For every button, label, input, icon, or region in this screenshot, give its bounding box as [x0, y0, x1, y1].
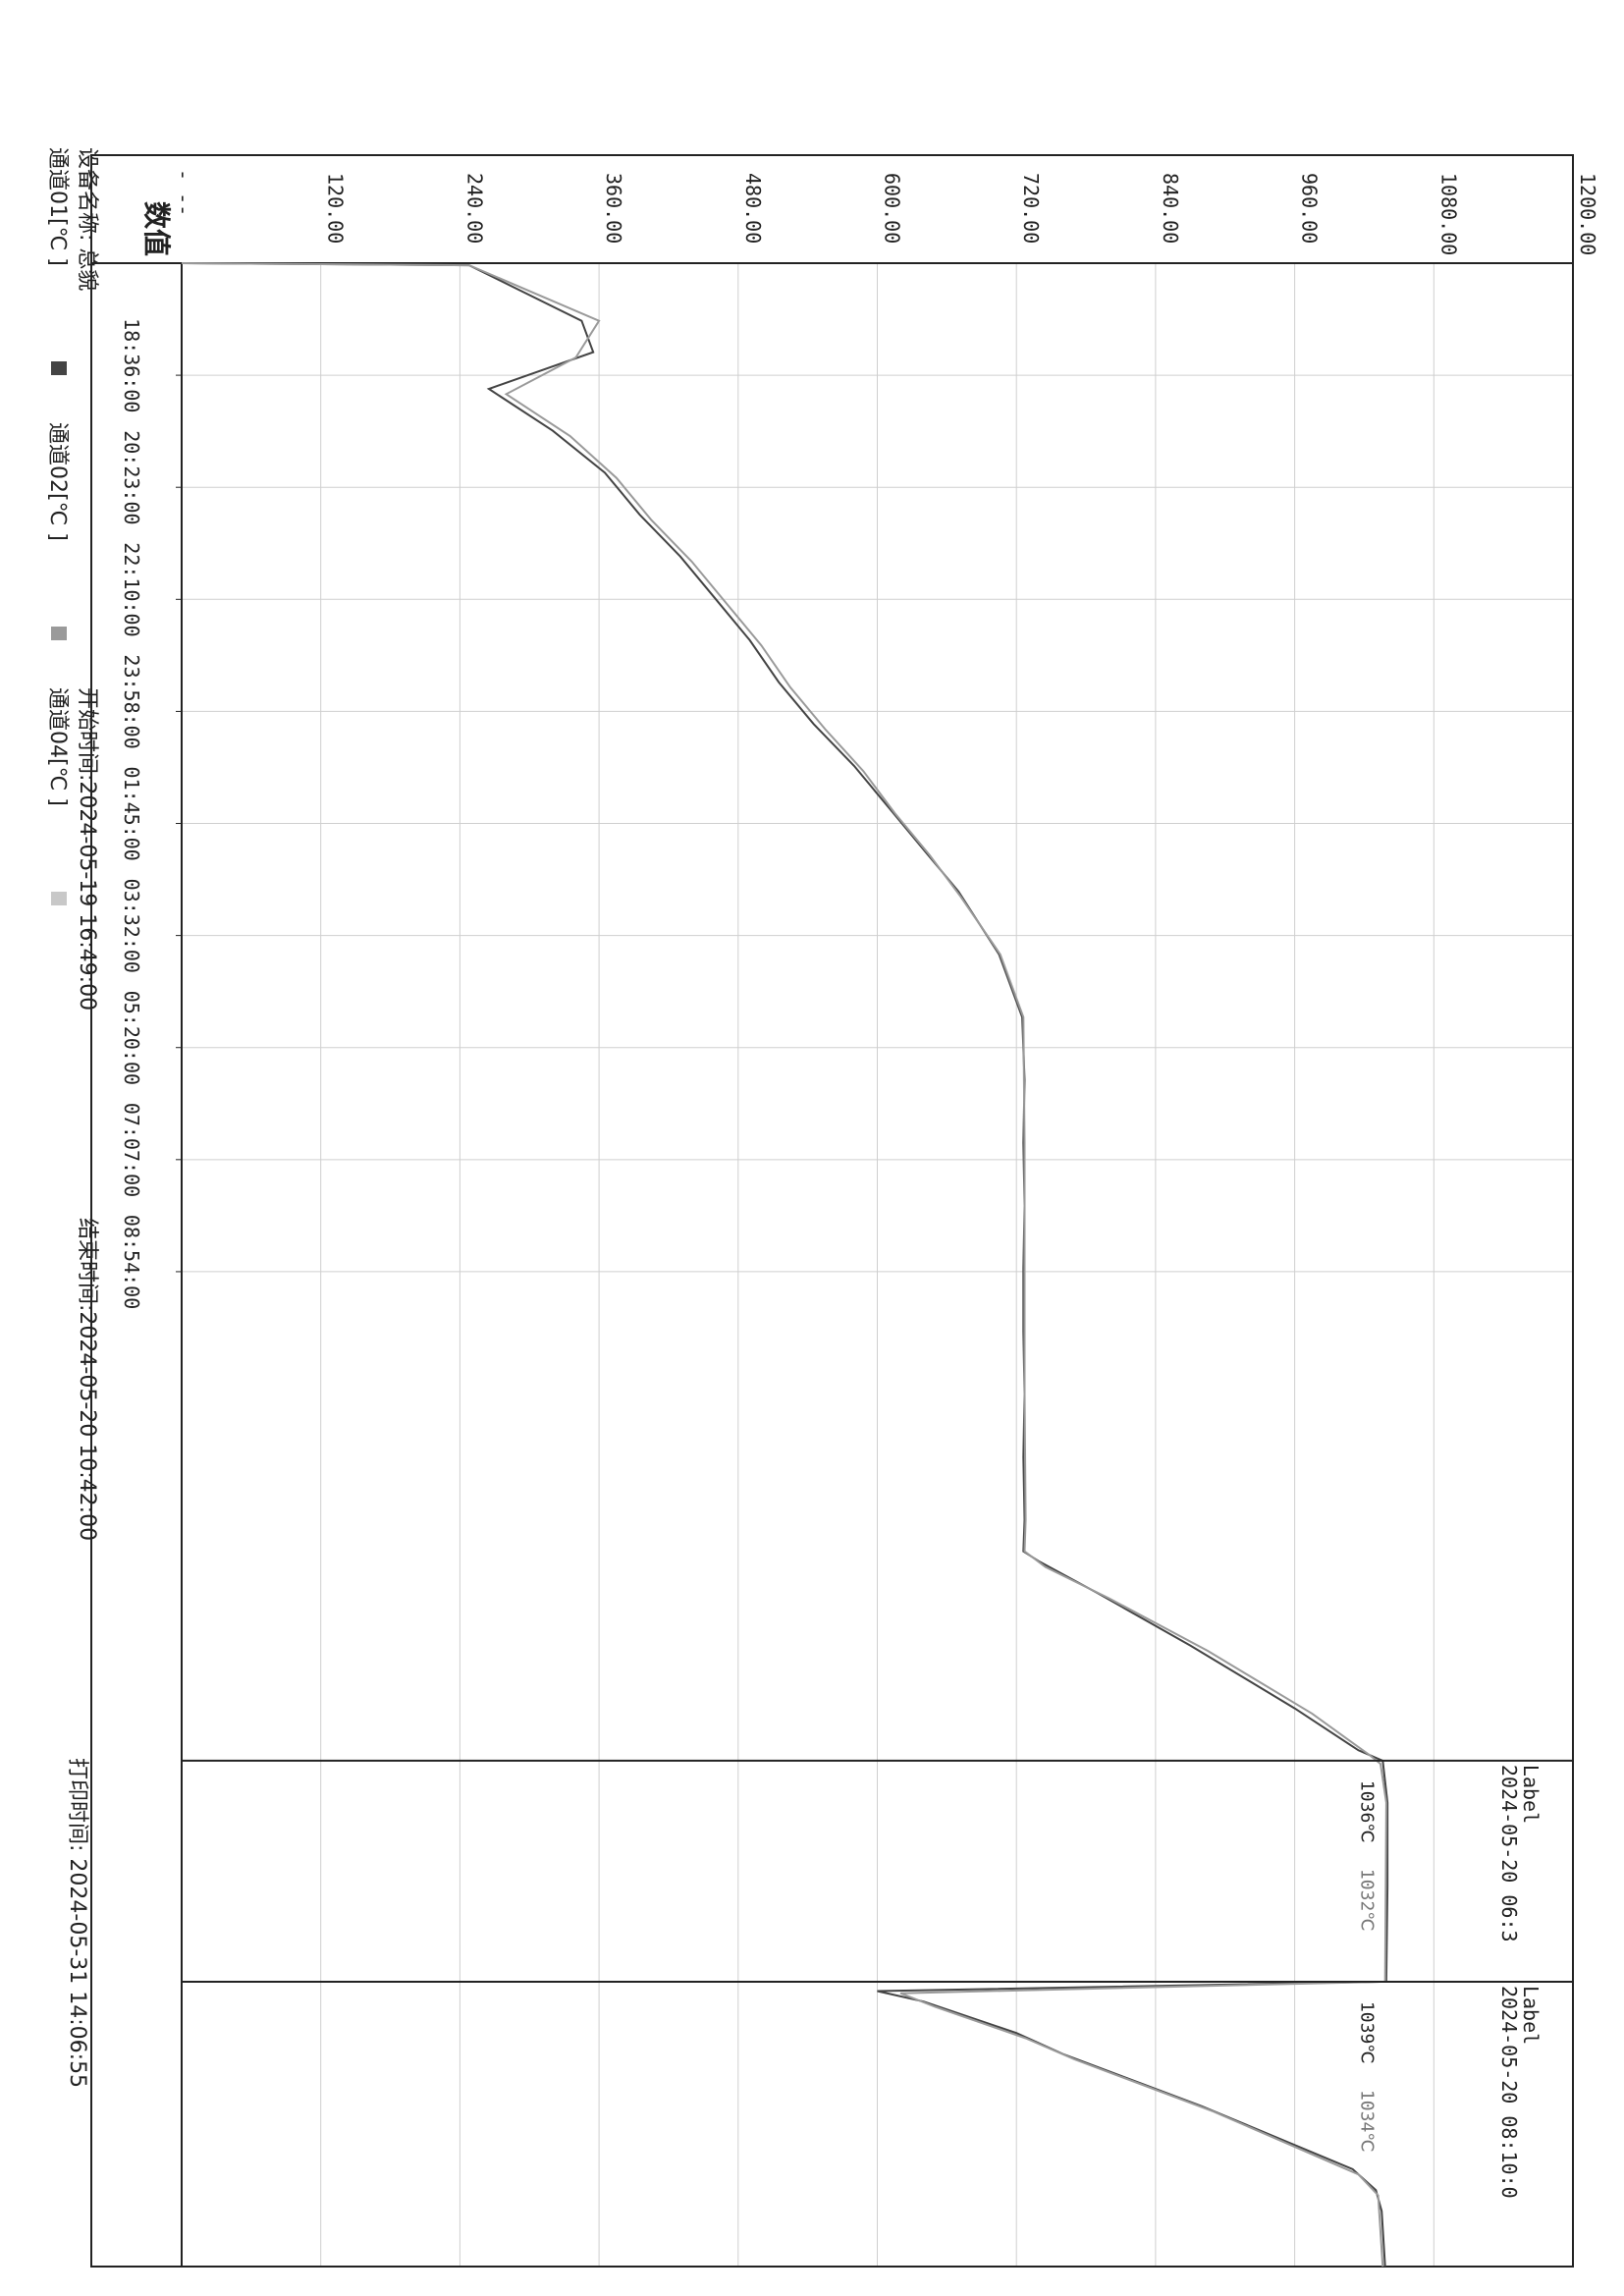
- value-axis-label: 数值: [140, 201, 173, 256]
- time-tick-label: 05:20:00: [120, 991, 143, 1085]
- marker-value-2: 1034℃: [1356, 2090, 1377, 2153]
- series-line-ch01: [181, 262, 1389, 2268]
- marker-value: 1039℃: [1356, 2001, 1377, 2064]
- value-tick-label: 240.00: [462, 173, 486, 244]
- marker-label: Label: [1519, 1765, 1543, 1824]
- plot-frame: [90, 154, 1574, 2268]
- start-time: 开始时间:2024-05-19 16:49:00: [75, 687, 99, 1011]
- series-line-ch02: [181, 262, 1387, 2268]
- legend-item-ch04: 通道04[℃ ]: [45, 687, 70, 806]
- time-tick-label: 01:45:00: [120, 767, 143, 861]
- value-axis-top-label: - --: [172, 169, 195, 216]
- value-tick-label: 720.00: [1019, 173, 1043, 244]
- time-tick-label: 08:54:00: [120, 1215, 143, 1309]
- time-tick-label: 23:58:00: [120, 654, 143, 748]
- grid: [176, 263, 1573, 2267]
- value-tick-label: 840.00: [1159, 173, 1182, 244]
- print-time: 打印时间: 2024-05-31 14:06:55: [65, 1758, 89, 2088]
- value-tick-label: 960.00: [1298, 173, 1322, 244]
- value-tick-label: 480.00: [741, 173, 765, 244]
- marker-value: 1036℃: [1356, 1780, 1377, 1843]
- marker-time: 2024-05-20 08:10:0: [1497, 1986, 1521, 2199]
- outer-frame: [90, 154, 1574, 2268]
- marker-value-2: 1032℃: [1356, 1869, 1377, 1932]
- legend-item-ch02: 通道02[℃ ]: [45, 422, 70, 541]
- legend-swatch-ch01: [51, 361, 67, 375]
- value-tick-label: 360.00: [602, 173, 625, 244]
- legend-swatch-ch04: [51, 892, 67, 905]
- series-group: [181, 262, 1389, 2268]
- time-tick-label: 18:36:00: [120, 318, 143, 412]
- time-tick-label: 20:23:00: [120, 430, 143, 524]
- end-time: 结束时间:2024-05-20 10:42:00: [75, 1218, 99, 1541]
- value-tick-label: 1200.00: [1576, 173, 1599, 255]
- time-tick-label: 07:07:00: [120, 1103, 143, 1197]
- value-tick-label: 600.00: [881, 173, 904, 244]
- device-name: 设备名称: 总貌: [75, 147, 99, 291]
- time-tick-label: 22:10:00: [120, 542, 143, 636]
- time-tick-label: 03:32:00: [120, 879, 143, 973]
- legend-item-ch01: 通道01[℃ ]: [45, 147, 70, 266]
- legend-swatch-ch02: [51, 627, 67, 640]
- marker-label: Label: [1519, 1986, 1543, 2045]
- value-tick-label: 1080.00: [1436, 173, 1460, 255]
- value-tick-label: 120.00: [324, 173, 348, 244]
- marker-time: 2024-05-20 06:3: [1497, 1765, 1521, 1942]
- tick-labels: 120.00 240.00 360.00 480.00 600.00 720.00 840.…: [120, 173, 1599, 1309]
